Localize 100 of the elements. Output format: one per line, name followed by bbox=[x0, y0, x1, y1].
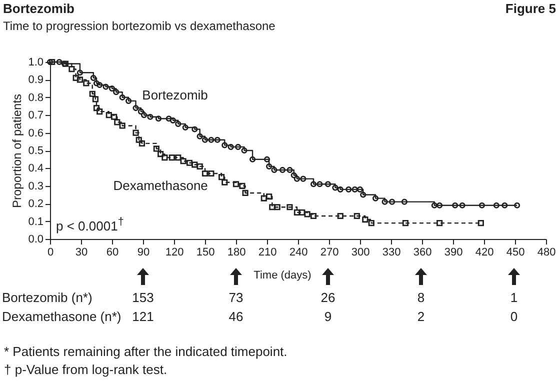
text: 0 bbox=[510, 309, 518, 324]
point bbox=[249, 156, 256, 162]
point bbox=[140, 112, 148, 118]
point bbox=[436, 202, 443, 208]
point bbox=[132, 130, 139, 136]
point bbox=[324, 181, 332, 188]
point bbox=[478, 220, 484, 226]
y-tick-label: 0.6 bbox=[28, 127, 44, 140]
y-tick-label: 1.0 bbox=[28, 56, 44, 68]
text: 9 bbox=[324, 309, 332, 324]
point bbox=[119, 122, 126, 129]
point bbox=[360, 192, 366, 198]
point bbox=[274, 204, 280, 210]
point bbox=[401, 198, 408, 205]
point bbox=[502, 202, 508, 208]
point bbox=[264, 156, 270, 162]
point bbox=[402, 220, 409, 226]
point bbox=[354, 212, 360, 220]
point bbox=[208, 136, 214, 143]
text: 8 bbox=[417, 290, 425, 305]
point bbox=[138, 108, 144, 115]
point bbox=[452, 202, 458, 208]
x-tick-label: 270 bbox=[320, 246, 339, 258]
y-tick-label: 0.7 bbox=[28, 110, 44, 122]
point bbox=[266, 163, 272, 170]
point bbox=[168, 154, 175, 161]
point bbox=[222, 142, 228, 148]
point bbox=[93, 80, 100, 86]
point bbox=[90, 74, 96, 81]
point bbox=[356, 186, 364, 192]
point bbox=[138, 140, 146, 146]
point bbox=[286, 204, 293, 210]
point bbox=[166, 116, 172, 122]
point bbox=[147, 114, 154, 120]
point bbox=[192, 126, 198, 132]
y-tick-label: 0.1 bbox=[28, 216, 44, 228]
point bbox=[241, 147, 248, 154]
point bbox=[294, 176, 300, 182]
point bbox=[279, 166, 286, 174]
text: * Patients remaining after the indicated timepoint. bbox=[4, 344, 288, 359]
point bbox=[76, 76, 84, 83]
point bbox=[196, 163, 203, 170]
annotation: p < 0.0001$^{†}$ bbox=[56, 215, 124, 234]
point bbox=[337, 212, 344, 220]
point bbox=[186, 160, 193, 166]
point bbox=[96, 82, 103, 88]
text: 153 bbox=[132, 290, 154, 305]
point bbox=[239, 182, 246, 189]
point bbox=[108, 86, 116, 92]
point bbox=[180, 158, 186, 164]
y-tick-label: 0.5 bbox=[28, 145, 44, 157]
x-tick-label: 480 bbox=[537, 246, 556, 258]
chart-subtitle: Time to progression bortezomib vs dexamethasone bbox=[3, 19, 276, 33]
y-tick-label: 0.2 bbox=[28, 198, 44, 210]
x-axis-title: Time (days) bbox=[254, 270, 312, 282]
point bbox=[132, 104, 139, 112]
point bbox=[316, 181, 323, 188]
point bbox=[136, 136, 142, 143]
point bbox=[196, 133, 203, 140]
point bbox=[222, 179, 228, 186]
point bbox=[158, 150, 164, 158]
point bbox=[382, 198, 388, 205]
point bbox=[431, 202, 438, 208]
point bbox=[192, 162, 198, 168]
point bbox=[72, 74, 79, 81]
x-tick-label: 90 bbox=[137, 246, 150, 258]
y-tick-label: 0.4 bbox=[28, 162, 44, 175]
chart-title: Bortezomib bbox=[3, 1, 74, 16]
x-tick-label: 420 bbox=[475, 246, 494, 258]
point bbox=[202, 136, 208, 143]
point bbox=[232, 181, 240, 188]
point bbox=[113, 89, 120, 96]
x-tick-label: 30 bbox=[75, 246, 88, 258]
point bbox=[310, 181, 317, 188]
point bbox=[218, 174, 225, 180]
y-tick-label: 0.9 bbox=[28, 74, 44, 86]
point bbox=[106, 112, 112, 118]
y-axis-title: Proportion of patients bbox=[10, 94, 24, 208]
text: 26 bbox=[320, 290, 336, 305]
point bbox=[102, 84, 109, 90]
x-tick-label: 150 bbox=[196, 246, 215, 258]
text: 2 bbox=[417, 309, 425, 324]
point bbox=[76, 70, 84, 76]
point bbox=[436, 220, 443, 226]
text: 73 bbox=[228, 290, 244, 305]
point bbox=[266, 193, 272, 200]
point bbox=[96, 108, 103, 115]
point bbox=[83, 80, 90, 86]
point bbox=[310, 212, 317, 220]
point bbox=[170, 117, 176, 124]
point bbox=[332, 184, 338, 191]
text: † p-Value from log-rank test. bbox=[4, 362, 168, 377]
series-label: Bortezomib bbox=[142, 88, 208, 103]
y-tick-label: 0.8 bbox=[28, 92, 44, 104]
point bbox=[271, 166, 278, 174]
point bbox=[93, 104, 100, 112]
text: Dexamethasone (n*) bbox=[2, 309, 122, 324]
x-tick-label: 210 bbox=[258, 246, 277, 258]
point bbox=[478, 202, 485, 208]
point bbox=[260, 195, 267, 202]
